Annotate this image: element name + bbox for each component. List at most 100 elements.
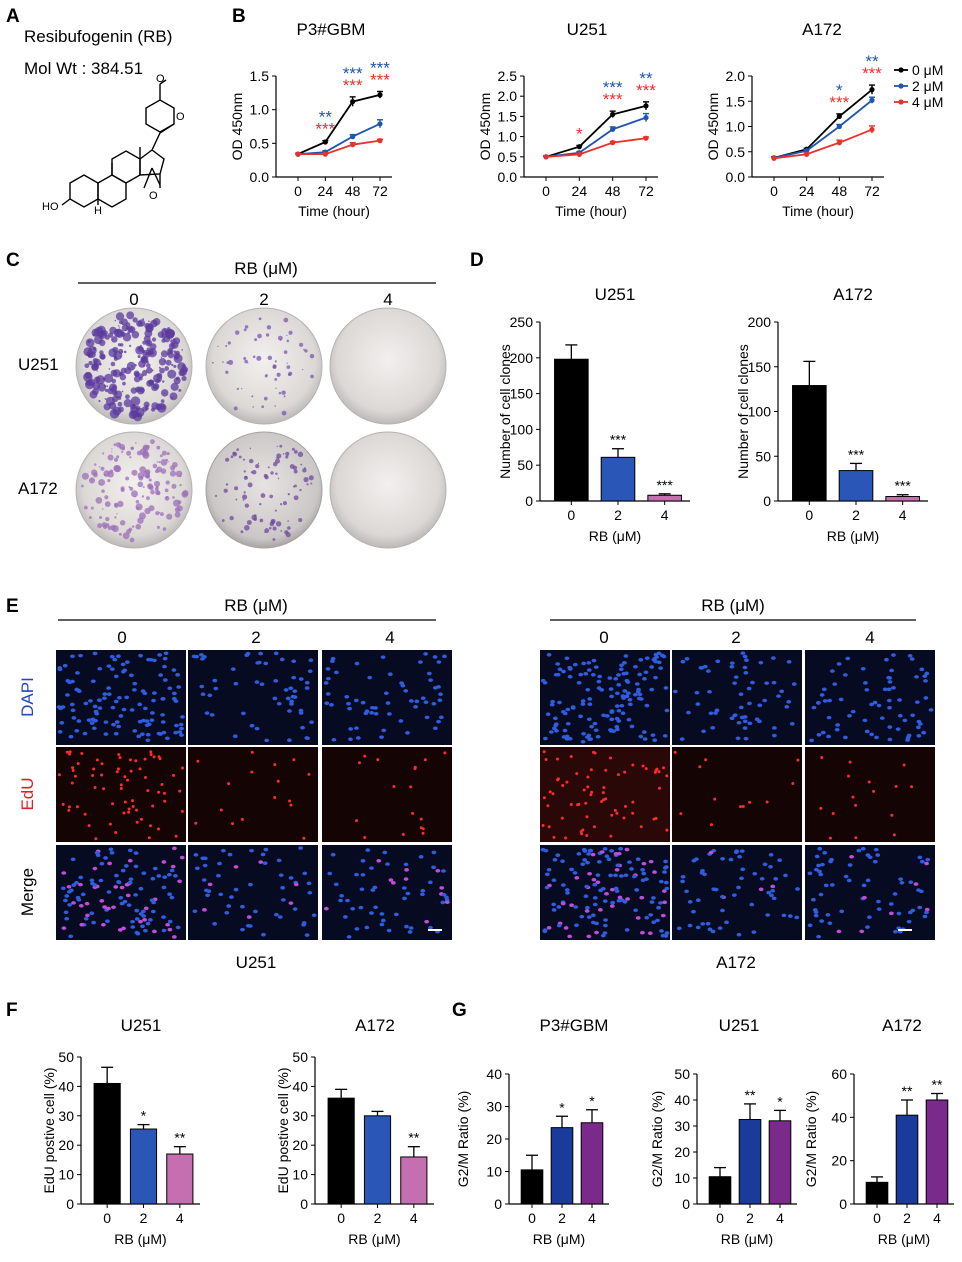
- y-axis-label: EdU postive cell (%): [275, 1067, 291, 1193]
- merged-nucleus: [301, 921, 307, 925]
- colony: [233, 406, 238, 411]
- nucleus: [699, 666, 705, 670]
- colony: [170, 341, 179, 349]
- merged-nucleus: [92, 883, 98, 887]
- merged-nucleus: [875, 853, 881, 857]
- nucleus: [129, 708, 135, 712]
- nucleus: [591, 658, 597, 663]
- edu-cell: [171, 773, 175, 777]
- nucleus: [565, 721, 571, 726]
- colony: [277, 335, 283, 341]
- nucleus: [884, 657, 889, 662]
- merged-nucleus: [385, 862, 390, 866]
- colony: [172, 461, 178, 468]
- y-tick-label: 0: [494, 1196, 502, 1212]
- nucleus: [649, 665, 655, 669]
- merged-nucleus: [580, 862, 586, 866]
- merged-nucleus: [103, 856, 108, 860]
- nucleus: [743, 736, 749, 741]
- merged-nucleus: [171, 846, 177, 851]
- colony: [123, 350, 127, 354]
- merged-nucleus: [167, 892, 173, 896]
- y-tick-label: 1.0: [250, 102, 270, 118]
- bar: [550, 1127, 574, 1205]
- merged-nucleus: [700, 922, 706, 926]
- merged-nucleus: [843, 874, 849, 879]
- colony: [244, 503, 250, 508]
- nucleus: [923, 679, 928, 683]
- merged-nucleus: [664, 931, 670, 935]
- nucleus: [86, 718, 92, 722]
- merged-nucleus: [95, 853, 101, 858]
- x-tick-label: 4: [410, 1210, 418, 1226]
- edu-cell: [174, 834, 178, 838]
- merged-nucleus: [60, 886, 66, 891]
- merged-nucleus: [734, 849, 740, 853]
- merged-nucleus: [659, 929, 664, 933]
- merged-nucleus: [298, 846, 303, 850]
- micrograph-tile: [805, 747, 935, 842]
- colony: [293, 469, 298, 474]
- merged-nucleus: [249, 848, 254, 853]
- significance-mark: *: [141, 1108, 147, 1124]
- legend-marker: [898, 83, 904, 89]
- nucleus: [354, 726, 359, 730]
- data-point: [836, 123, 842, 130]
- nucleus: [142, 706, 148, 711]
- merged-nucleus: [202, 908, 207, 912]
- colony: [141, 495, 145, 498]
- merged-nucleus: [542, 929, 548, 934]
- merged-nucleus: [861, 883, 867, 888]
- merged-nucleus: [418, 855, 424, 859]
- merged-nucleus: [768, 864, 773, 869]
- x-tick-label: 72: [864, 183, 880, 199]
- nucleus: [623, 654, 629, 658]
- edu-cell: [617, 773, 621, 777]
- x-tick-label: 72: [638, 183, 654, 199]
- micrograph-tile: [188, 747, 318, 842]
- nucleus: [132, 729, 138, 733]
- merged-nucleus: [865, 878, 871, 883]
- merged-nucleus: [105, 919, 110, 923]
- edu-cell: [673, 750, 677, 754]
- chart-title: U251: [121, 1016, 162, 1035]
- colony: [155, 469, 159, 474]
- merged-nucleus: [64, 894, 70, 898]
- colony: [244, 359, 248, 364]
- edu-cell: [302, 836, 306, 840]
- nucleus: [330, 659, 335, 664]
- merged-nucleus: [586, 934, 592, 939]
- nucleus: [138, 653, 143, 658]
- edu-cell: [544, 758, 548, 762]
- colony: [137, 354, 141, 359]
- edu-cell: [363, 754, 367, 758]
- merged-nucleus: [441, 869, 446, 873]
- merged-nucleus: [161, 928, 167, 933]
- colony: [293, 495, 299, 501]
- nucleus: [325, 692, 331, 696]
- nucleus: [144, 719, 150, 723]
- colony: [134, 495, 136, 498]
- merged-nucleus: [590, 913, 596, 918]
- x-tick-label: 24: [318, 183, 334, 199]
- colony: [174, 511, 181, 518]
- nucleus: [124, 695, 130, 700]
- nucleus: [381, 728, 387, 733]
- colony: [81, 472, 89, 480]
- colony: [243, 491, 246, 494]
- nucleus: [583, 672, 589, 676]
- bar: [327, 1097, 355, 1205]
- merged-nucleus: [224, 910, 230, 915]
- bar: [554, 358, 589, 502]
- merged-nucleus: [724, 920, 729, 925]
- merged-nucleus: [113, 885, 119, 889]
- nucleus: [561, 669, 566, 674]
- micrograph-tile: [322, 845, 452, 940]
- merged-nucleus: [167, 927, 173, 932]
- merged-nucleus: [359, 887, 365, 892]
- colony: [159, 367, 165, 374]
- significance-mark: **: [902, 1083, 913, 1099]
- colony: [98, 399, 101, 403]
- merged-nucleus: [273, 912, 279, 917]
- nucleus: [545, 712, 551, 717]
